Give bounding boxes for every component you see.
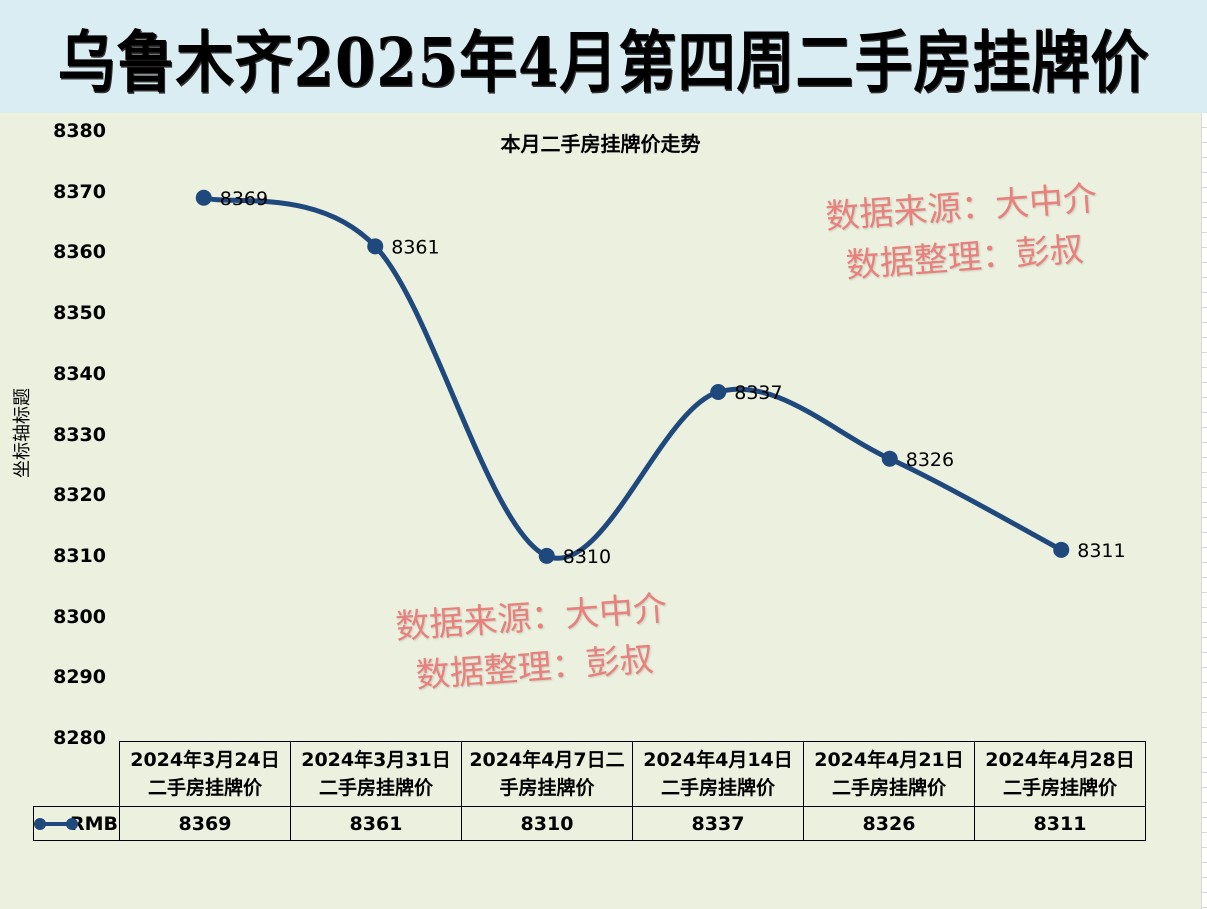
table-value-cell: 8310 bbox=[461, 806, 633, 841]
spreadsheet-gridlines bbox=[1201, 113, 1207, 909]
y-tick-label: 8370 bbox=[53, 180, 106, 203]
category-label-line: 2024年4月21日 bbox=[814, 749, 964, 771]
y-tick-label: 8380 bbox=[53, 120, 106, 142]
banner: 乌鲁木齐2025年4月第四周二手房挂牌价 bbox=[0, 0, 1207, 113]
data-point bbox=[538, 547, 555, 564]
table-header-cell: 2024年4月21日 二手房挂牌价 bbox=[803, 741, 975, 807]
y-tick-label: 8360 bbox=[53, 241, 106, 264]
category-label-line: 2024年3月24日 bbox=[130, 749, 280, 771]
y-tick-label: 8320 bbox=[53, 484, 106, 507]
category-label-line: 二手房挂牌价 bbox=[318, 777, 433, 799]
table-corner bbox=[33, 741, 120, 807]
category-label-line: 手房挂牌价 bbox=[499, 777, 595, 799]
data-label: 8310 bbox=[563, 546, 611, 568]
category-label-line: 二手房挂牌价 bbox=[1002, 777, 1117, 799]
chart-title: 本月二手房挂牌价走势 bbox=[500, 132, 701, 156]
table-value-cell: 8369 bbox=[119, 806, 291, 841]
table-value-cell: 8326 bbox=[803, 806, 975, 841]
y-tick-label: 8330 bbox=[53, 423, 106, 446]
y-tick-label: 8290 bbox=[53, 666, 106, 689]
table-header-cell: 2024年3月24日 二手房挂牌价 bbox=[119, 741, 291, 807]
data-point bbox=[1053, 541, 1070, 558]
data-point bbox=[195, 189, 212, 206]
y-tick-label: 8300 bbox=[53, 605, 106, 628]
legend-entry: RMB bbox=[33, 806, 120, 841]
table-header-cell: 2024年3月31日 二手房挂牌价 bbox=[290, 741, 462, 807]
category-label-line: 2024年4月14日 bbox=[643, 749, 793, 771]
data-label: 8369 bbox=[220, 188, 268, 210]
table-header-cell: 2024年4月7日二 手房挂牌价 bbox=[461, 741, 633, 807]
category-label-line: 2024年4月28日 bbox=[985, 749, 1135, 771]
category-label-line: 二手房挂牌价 bbox=[831, 777, 946, 799]
y-tick-label: 8310 bbox=[53, 544, 106, 567]
legend-marker-icon bbox=[34, 818, 78, 830]
table-value-cell: 8311 bbox=[974, 806, 1146, 841]
data-point bbox=[710, 384, 727, 401]
category-label-line: 二手房挂牌价 bbox=[660, 777, 775, 799]
banner-title: 乌鲁木齐2025年4月第四周二手房挂牌价 bbox=[57, 23, 1150, 102]
legend-label: RMB bbox=[69, 812, 118, 835]
data-label: 8311 bbox=[1077, 540, 1125, 562]
table-header-cell: 2024年4月28日 二手房挂牌价 bbox=[974, 741, 1146, 807]
table-header-cell: 2024年4月14日 二手房挂牌价 bbox=[632, 741, 804, 807]
data-label: 8361 bbox=[391, 236, 439, 258]
y-tick-label: 8350 bbox=[53, 302, 106, 325]
data-label: 8337 bbox=[734, 382, 782, 404]
table-value-cell: 8337 bbox=[632, 806, 804, 841]
table-value-cell: 8361 bbox=[290, 806, 462, 841]
data-label: 8326 bbox=[906, 449, 954, 471]
category-label-line: 二手房挂牌价 bbox=[147, 777, 262, 799]
category-label-line: 2024年3月31日 bbox=[301, 749, 451, 771]
category-label-line: 2024年4月7日二 bbox=[469, 749, 625, 771]
data-point bbox=[881, 450, 898, 467]
data-point bbox=[367, 238, 384, 255]
y-tick-label: 8340 bbox=[53, 362, 106, 385]
data-table: 2024年3月24日 二手房挂牌价 2024年3月31日 二手房挂牌价 2024年4月7… bbox=[33, 741, 1146, 841]
